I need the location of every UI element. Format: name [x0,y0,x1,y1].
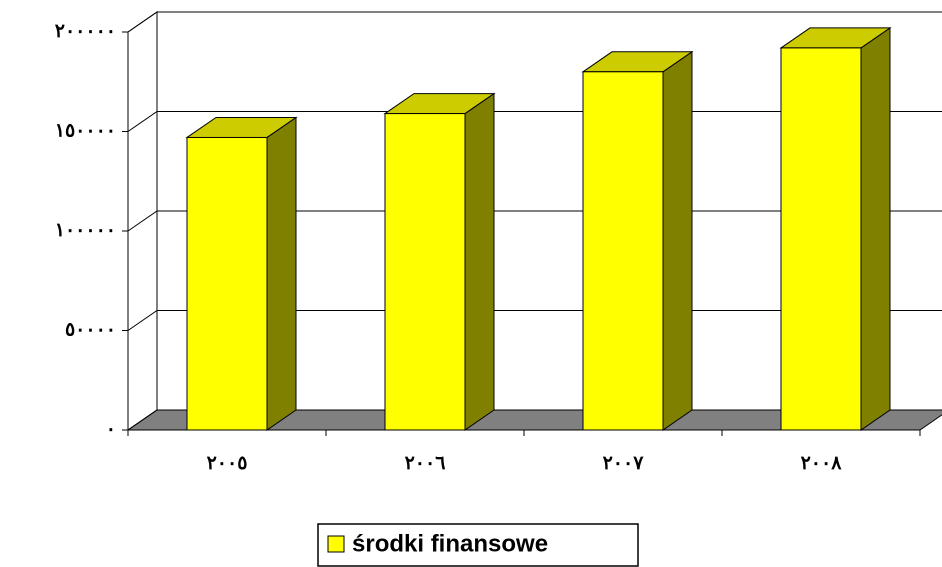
y-tick-label: ٥٠٠٠٠ [65,320,116,341]
bar-side [662,50,693,431]
x-tick-label: ٢٠٠٦ [405,453,446,474]
bar [582,71,664,431]
y-tick-label: ٢٠٠٠٠٠ [55,21,116,42]
y-tick-label: ١٥٠٠٠٠ [55,121,116,142]
bar [186,136,268,431]
bar [780,47,862,431]
bar-side [860,26,891,431]
bar [384,113,466,431]
x-tick-label: ٢٠٠٥ [207,453,248,474]
y-tick-label: ٠ [106,419,116,440]
x-tick-label: ٢٠٠٧ [603,453,645,474]
legend-label: środki finansowe [352,530,548,557]
legend-box [317,523,639,567]
bar-side [464,92,495,431]
x-tick-label: ٢٠٠٨ [801,453,843,474]
bar-side [266,116,297,431]
legend-swatch [327,535,345,553]
y-tick-label: ١٠٠٠٠٠ [55,220,116,241]
grid-line [127,11,942,33]
legend: środki finansowe [317,523,639,567]
